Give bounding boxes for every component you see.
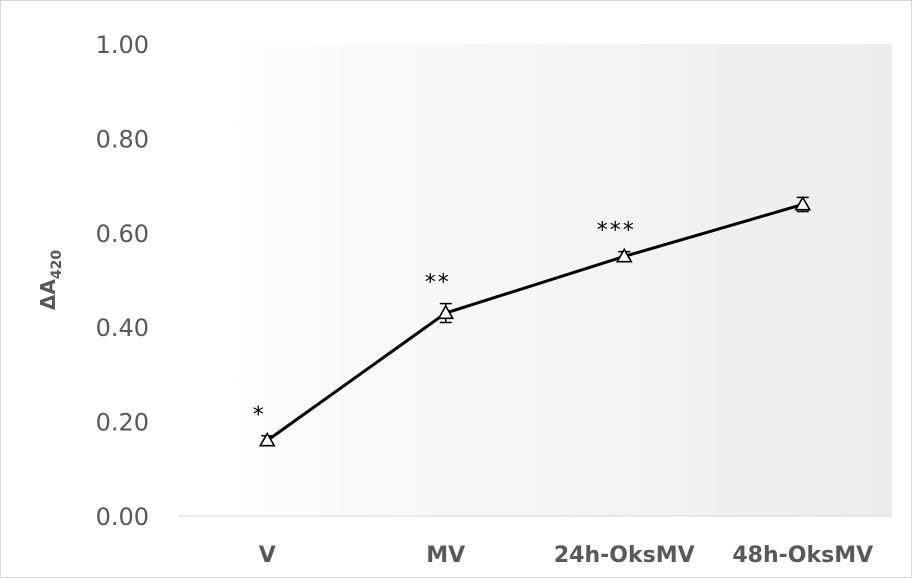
x-axis-category-labels: V MV 24h-OksMV 48h-OksMV bbox=[259, 543, 873, 568]
x-tick-label: V bbox=[259, 543, 276, 568]
y-axis-label-main: ΔA bbox=[36, 279, 60, 310]
significance-label: *** bbox=[597, 219, 636, 244]
significance-label: * bbox=[253, 403, 266, 428]
x-tick-label: 48h-OksMV bbox=[732, 543, 873, 568]
data-point-marker bbox=[794, 195, 812, 211]
y-tick-label: 0.40 bbox=[96, 314, 149, 342]
series-group: ****** bbox=[253, 195, 812, 447]
y-tick-label: 0.60 bbox=[96, 220, 149, 248]
data-point-marker bbox=[258, 431, 276, 447]
y-axis-tick-labels: 0.00 0.20 0.40 0.60 0.80 1.00 bbox=[96, 31, 149, 531]
x-tick-label: 24h-OksMV bbox=[554, 543, 695, 568]
y-axis-label: ΔA420 bbox=[36, 250, 65, 310]
data-point-marker bbox=[437, 304, 455, 320]
y-tick-label: 0.00 bbox=[96, 503, 149, 531]
data-point-marker bbox=[615, 247, 633, 263]
series-line bbox=[266, 203, 804, 442]
plot-area bbox=[178, 44, 892, 516]
y-tick-label: 0.20 bbox=[96, 409, 149, 437]
significance-label: ** bbox=[425, 271, 451, 296]
y-axis-label-subscript: 420 bbox=[49, 250, 65, 279]
y-tick-label: 0.80 bbox=[96, 125, 149, 153]
y-tick-label: 1.00 bbox=[96, 31, 149, 59]
x-tick-label: MV bbox=[426, 543, 465, 568]
